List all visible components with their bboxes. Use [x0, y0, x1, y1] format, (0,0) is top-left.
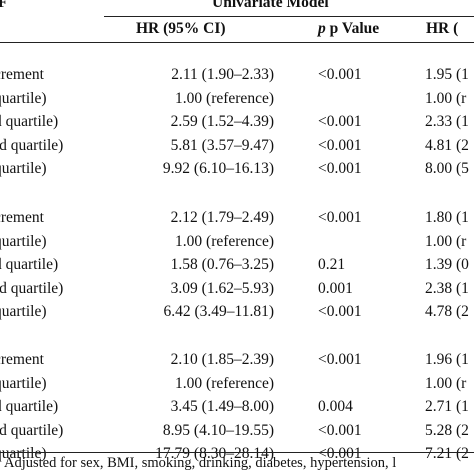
p-value: <0.001: [318, 160, 362, 177]
adjusted-hr-value: 2.38 (1: [425, 279, 469, 297]
hr-ci-value: 17.79 (8.30–28.14): [155, 445, 274, 462]
adjusted-hr-value: 8.00 (5: [425, 160, 469, 177]
hr-ci-value: 3.45 (1.49–8.00): [170, 398, 274, 415]
adjusted-hr-value: 2.33 (1: [425, 113, 469, 130]
column-header-p-value: p p Value: [318, 20, 380, 37]
p-value: 0.004: [318, 398, 353, 415]
p-value: <0.001: [318, 136, 362, 154]
adjusted-hr-value: 1.96 (1: [425, 351, 469, 368]
hr-ci-value: 2.10 (1.85–2.39): [170, 351, 274, 368]
hr-ci-value: 5.81 (3.57–9.47): [170, 136, 274, 154]
row-label: quartile): [0, 374, 47, 392]
row-label: quartile): [0, 160, 47, 177]
row-label: rd quartile): [0, 136, 64, 154]
hr-ci-value: 3.09 (1.62–5.93): [170, 279, 274, 297]
header-bottom-rule: [0, 42, 474, 44]
adjusted-hr-value: 4.81 (2: [425, 136, 469, 154]
column-header-hr-adjusted: HR (: [426, 20, 459, 37]
p-value: <0.001: [318, 445, 362, 462]
adjusted-hr-value: 1.95 (1: [425, 66, 469, 83]
row-label: rd quartile): [0, 279, 64, 297]
hr-ci-value: 8.95 (4.10–19.55): [162, 421, 274, 439]
model-title: Univariate Model: [212, 0, 329, 11]
row-label: quartile): [0, 303, 47, 320]
adjusted-hr-value: 1.39 (0: [425, 256, 469, 273]
p-value: 0.001: [318, 279, 353, 297]
column-header-hr: HR (95% CI): [136, 20, 226, 37]
row-label: d quartile): [0, 398, 59, 415]
p-value: <0.001: [318, 209, 362, 226]
hr-ci-value: 1.00 (reference): [175, 89, 274, 107]
adjusted-hr-value: 4.78 (2: [425, 303, 469, 320]
hr-ci-value: 6.42 (3.49–11.81): [163, 303, 275, 320]
row-label: quartile): [0, 89, 47, 107]
row-label: crement: [0, 66, 44, 83]
row-label: crement: [0, 209, 44, 226]
p-value: 0.21: [318, 256, 346, 273]
footnote: Adjusted for sex, BMI, smoking, drinking…: [4, 455, 397, 471]
adjusted-hr-value: 2.71 (1: [425, 398, 469, 415]
row-label: d quartile): [0, 113, 59, 130]
p-value: <0.001: [318, 303, 362, 320]
hr-ci-value: 2.11 (1.90–2.33): [171, 66, 274, 83]
hr-ci-value: 1.58 (0.76–3.25): [170, 256, 274, 273]
hr-ci-value: 9.92 (6.10–16.13): [162, 160, 274, 177]
row-label: rd quartile): [0, 421, 64, 439]
table-bottom-rule: [0, 452, 474, 454]
p-value: <0.001: [318, 351, 362, 368]
model-title-rule: [104, 16, 474, 18]
row-header-fragment: F: [0, 0, 8, 11]
hr-ci-value: 2.59 (1.52–4.39): [170, 113, 274, 130]
column-header-p-label: p Value: [329, 20, 380, 37]
p-value: <0.001: [318, 66, 362, 83]
adjusted-hr-value: 1.00 (r: [425, 374, 467, 392]
hr-ci-value: 1.00 (reference): [175, 232, 274, 250]
p-value: <0.001: [318, 113, 362, 130]
row-label: quartile): [0, 445, 47, 462]
adjusted-hr-value: 1.00 (r: [425, 232, 467, 250]
row-label: quartile): [0, 232, 47, 250]
row-label: d quartile): [0, 256, 59, 273]
adjusted-hr-value: 7.21 (2: [425, 445, 469, 462]
p-value: <0.001: [318, 421, 362, 439]
adjusted-hr-value: 1.80 (1: [425, 209, 469, 226]
hr-ci-value: 2.12 (1.79–2.49): [170, 209, 274, 226]
adjusted-hr-value: 1.00 (r: [425, 89, 467, 107]
adjusted-hr-value: 5.28 (2: [425, 421, 469, 439]
row-label: crement: [0, 351, 44, 368]
hr-ci-value: 1.00 (reference): [175, 374, 274, 392]
